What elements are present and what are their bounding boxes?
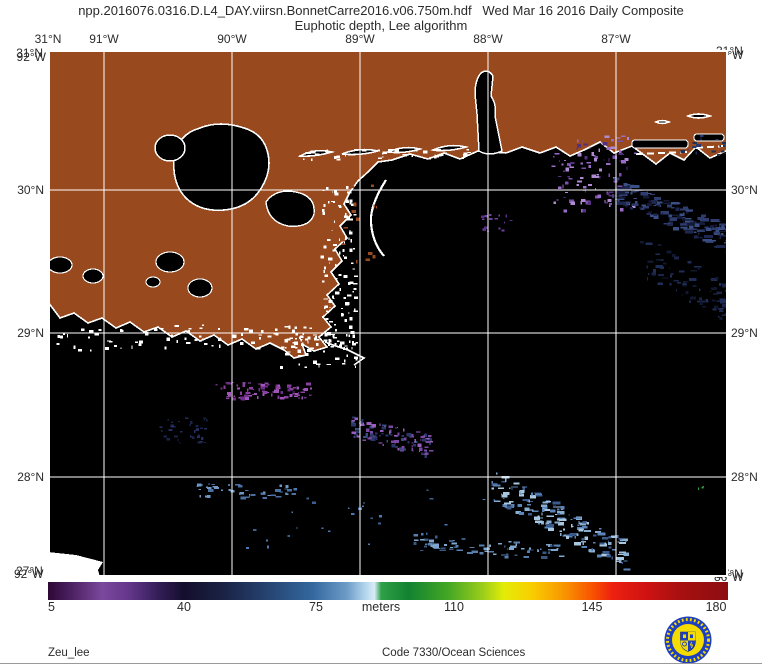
left-label-29n: 29°N <box>17 326 44 340</box>
top-label-91w: 91°W <box>89 32 119 46</box>
colorbar-tick-110: 110 <box>444 600 464 614</box>
org-code: Code 7330/Ocean Sciences <box>382 647 526 659</box>
colorbar-tick-5: 5 <box>48 600 55 614</box>
pond-4 <box>155 251 185 273</box>
top-label-90w: 90°W <box>217 32 247 46</box>
colorbar-gradient <box>48 582 728 600</box>
gulf-coast-map <box>47 49 735 577</box>
left-label-28n: 28°N <box>17 470 44 484</box>
top-label-89w: 89°W <box>345 32 375 46</box>
graticule <box>48 50 728 577</box>
marsh-white-south <box>56 324 337 353</box>
corner-label-bottom-left: 27°N 92°W <box>14 564 44 581</box>
top-label-31n: 31°N <box>34 32 62 46</box>
delta-levee <box>326 342 366 366</box>
right-label-29n: 29°N <box>731 326 758 340</box>
colorbar-tick-40: 40 <box>177 600 191 614</box>
faint-blue-speckle <box>159 417 208 444</box>
top-label-87w: 87°W <box>601 32 631 46</box>
purple-dots-chandeleur <box>481 213 513 232</box>
dots-topright-coast <box>680 135 728 156</box>
magenta-streak <box>215 382 312 401</box>
marsh-white-east <box>320 185 358 353</box>
purple-blue-cloud <box>350 416 434 459</box>
marsh-white-delta <box>280 333 359 369</box>
lake-pontchartrain <box>172 123 270 212</box>
navy-streaks-east <box>613 177 735 254</box>
left-label-30n: 30°N <box>17 183 44 197</box>
barrier-line-east <box>635 145 725 155</box>
product-name: Zeu_lee <box>48 647 90 659</box>
page-subtitle: Euphotic depth, Lee algorithm <box>294 18 468 33</box>
corner-label-top-left: 31°N 92°W <box>16 46 46 64</box>
right-label-28n: 28°N <box>731 470 758 484</box>
pond-2 <box>82 268 104 284</box>
top-label-88w: 88°W <box>473 32 503 46</box>
cyan-dots-bottom <box>245 488 505 549</box>
islands-white-specks <box>303 149 471 161</box>
colorbar-tick-145: 145 <box>581 600 603 614</box>
footer-right-block: Code 7330/Ocean Sciences Naval Research … <box>382 613 526 663</box>
brown-marsh-specks <box>325 171 378 264</box>
nodata-cloud <box>48 552 103 577</box>
lake-borgne <box>265 190 315 227</box>
right-label-30n: 30°N <box>731 183 758 197</box>
lagoon-east-2 <box>693 133 725 142</box>
map-frame <box>48 50 728 577</box>
page-title: npp.2016076.0316.D.L4_DAY.viirsn.BonnetC… <box>78 3 684 18</box>
lake-maurepas <box>154 134 186 162</box>
pond-1 <box>47 256 73 274</box>
nrl-logo <box>664 616 712 663</box>
colorbar-unit-label: meters <box>361 600 401 614</box>
green-dot <box>698 486 704 490</box>
lake-salvador <box>187 278 213 298</box>
map-canvas <box>47 49 735 577</box>
pond-3 <box>145 276 161 288</box>
purple-patch-mobile <box>551 135 640 213</box>
lagoon-east-1 <box>631 139 689 149</box>
nrl-seal-icon <box>664 616 712 663</box>
colorbar-tick-180: 180 <box>705 600 727 614</box>
light-blue-streaks-mid <box>413 534 565 559</box>
chandeleur-islands <box>369 179 387 257</box>
colorbar-tick-75: 75 <box>309 600 323 614</box>
footer-left-block: Zeu_lee BonnetCarre2016 (VIIRSN-npp) Ver… <box>48 613 211 663</box>
